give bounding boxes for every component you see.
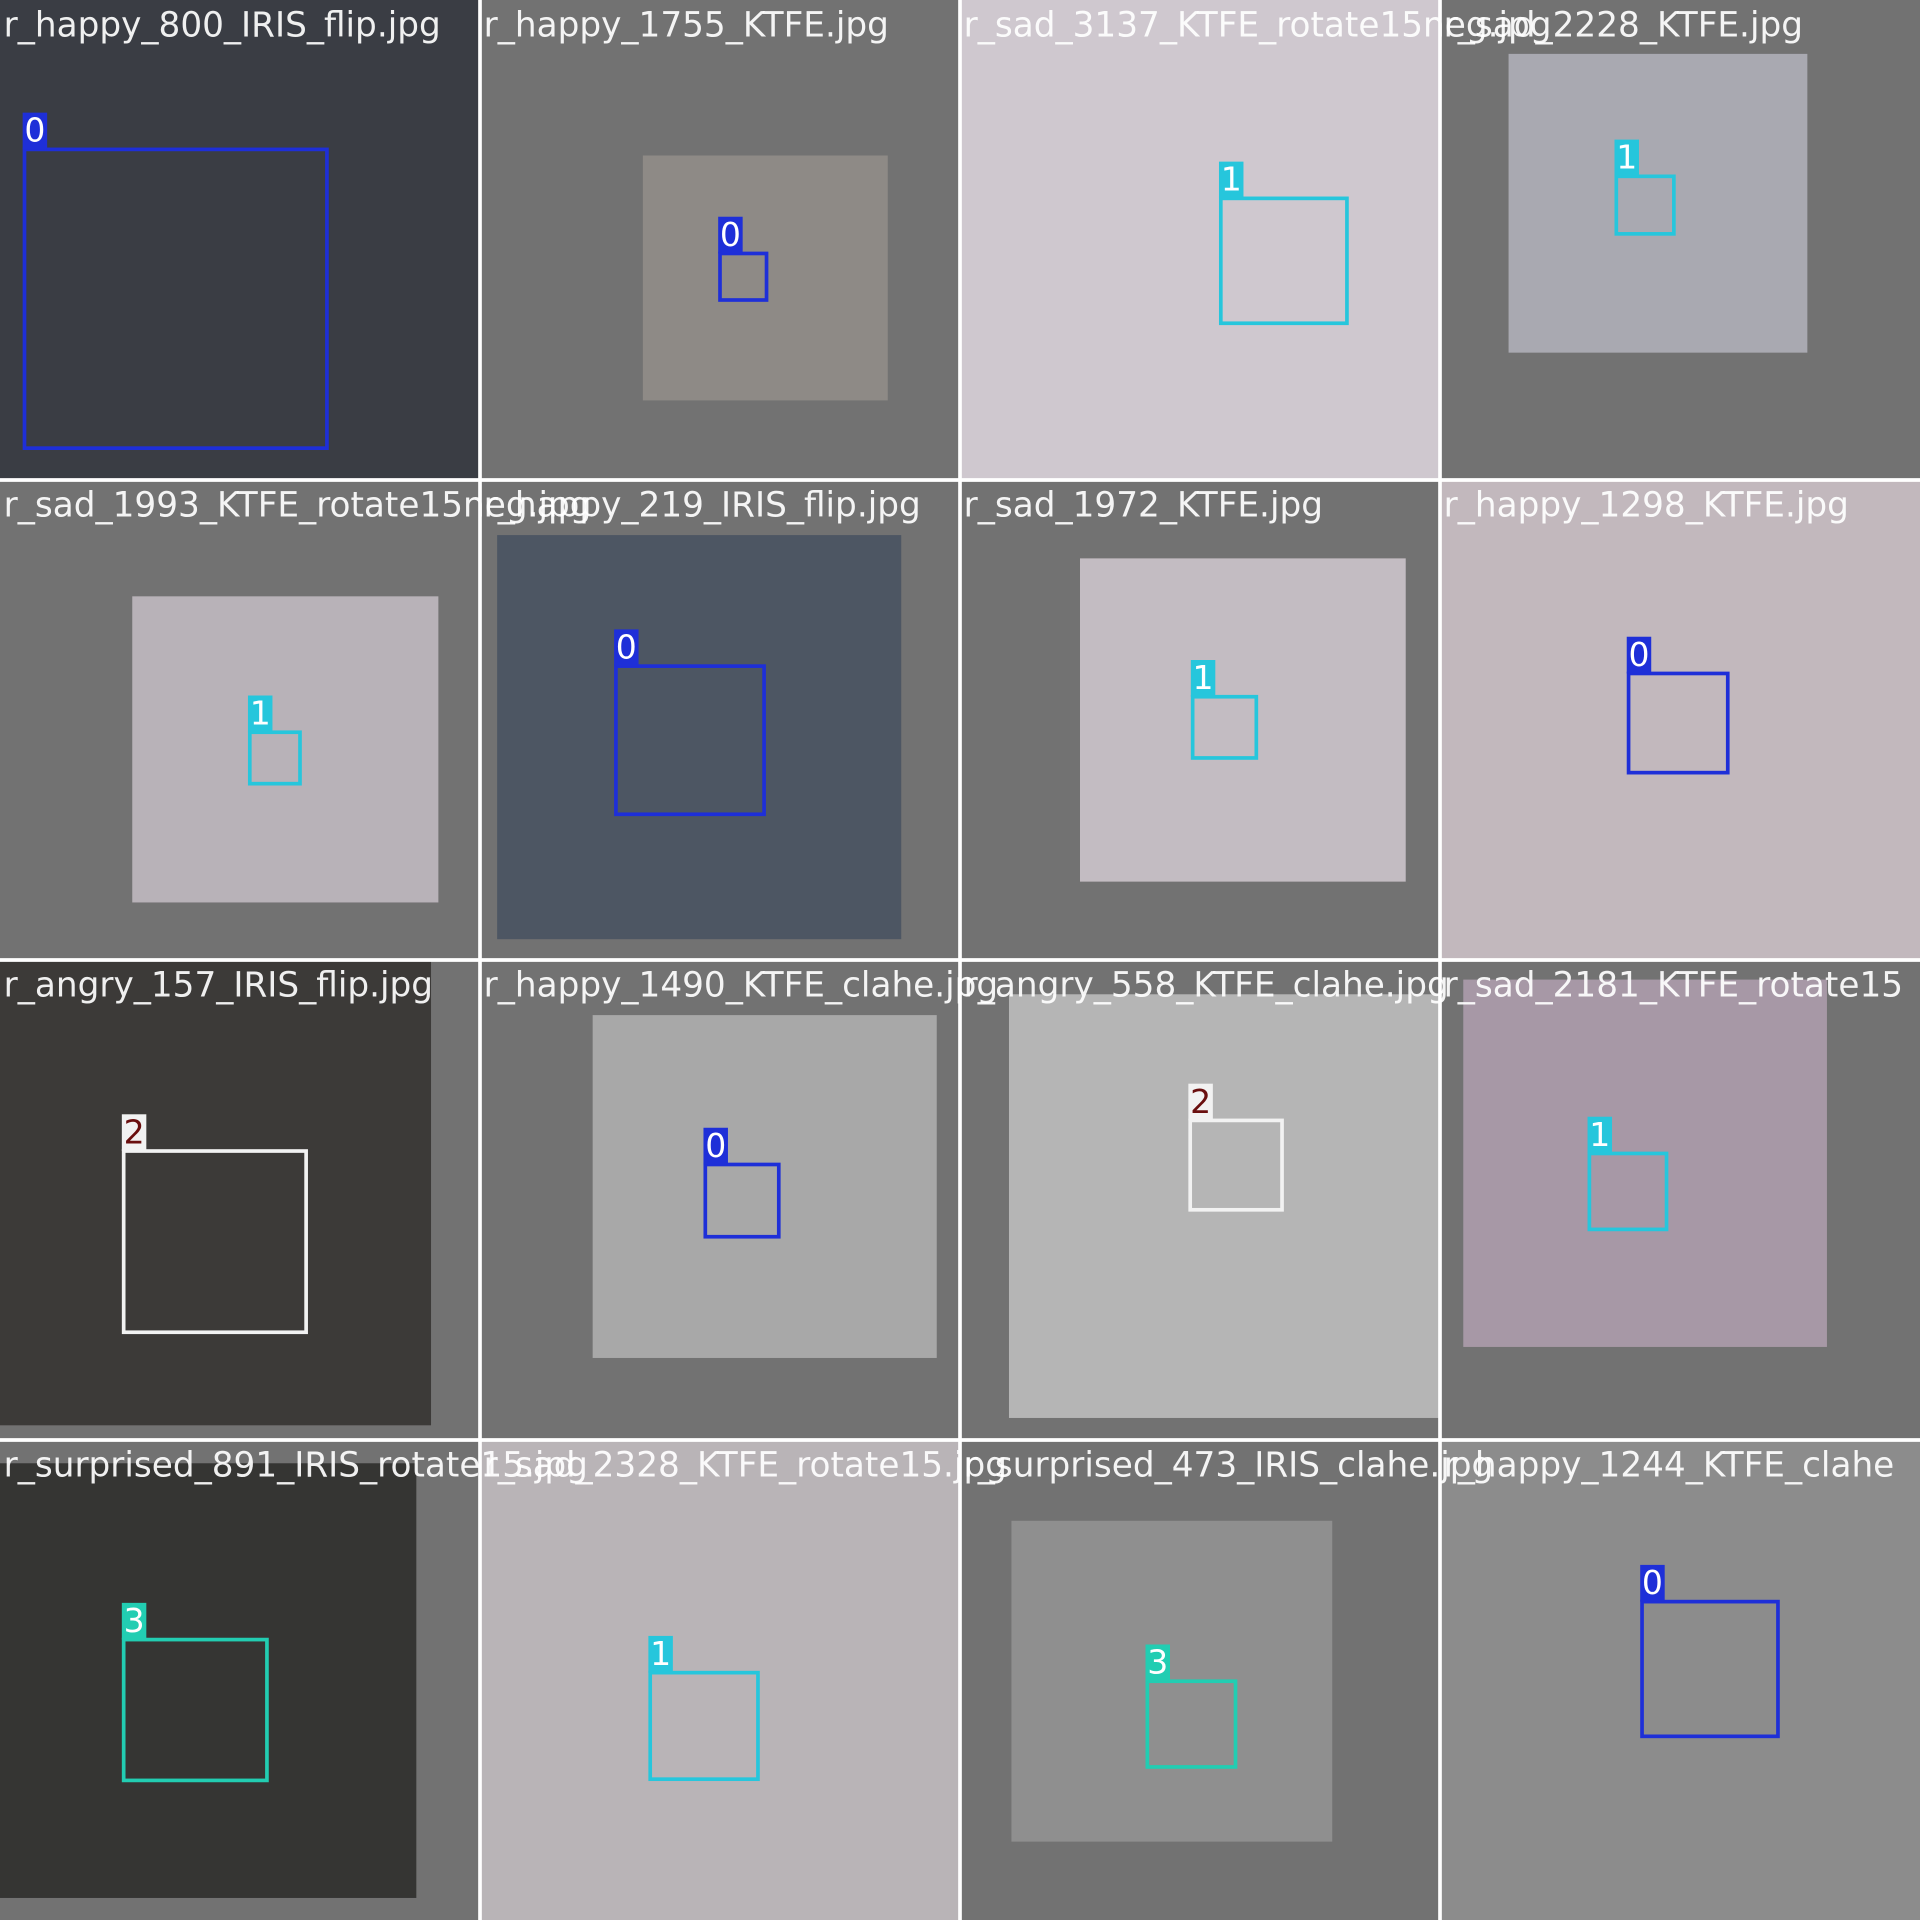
box-label: 0 — [24, 111, 45, 150]
tile-image — [1080, 558, 1406, 882]
box-label-bg — [22, 112, 48, 150]
bounding-box — [1190, 694, 1259, 760]
box-label-bg — [1640, 1564, 1665, 1602]
bounding-box — [1218, 196, 1349, 326]
bounding-box — [1145, 1679, 1238, 1769]
box-label-bg — [1218, 161, 1244, 199]
filename: r_surprised_891_IRIS_rotate15.jpg — [4, 1445, 588, 1485]
bounding-box — [1626, 671, 1730, 775]
box-label: 1 — [1193, 658, 1214, 697]
filename: r_sad_3137_KTFE_rotate15neg.jpg — [964, 5, 1552, 45]
box-label-bg — [648, 1635, 673, 1673]
bounding-box — [1587, 1151, 1669, 1232]
filename: r_sad_1993_KTFE_rotate15neg.jpg — [4, 485, 592, 525]
tile-image — [0, 0, 480, 480]
box-label-bg — [1626, 636, 1652, 674]
filename: r_sad_1972_KTFE.jpg — [964, 485, 1323, 525]
filename: r_angry_558_KTFE_clahe.jpg — [964, 965, 1449, 1005]
bounding-box — [247, 730, 302, 786]
box-label: 3 — [124, 1601, 145, 1640]
bounding-box — [22, 147, 329, 450]
filename: r_sad_2228_KTFE.jpg — [1444, 5, 1803, 45]
tile-image — [1508, 53, 1808, 353]
box-label-bg — [718, 216, 743, 254]
box-label: 1 — [1616, 138, 1637, 177]
bounding-box — [648, 1670, 760, 1782]
tile-image — [1440, 1440, 1920, 1920]
bounding-box — [703, 1162, 781, 1239]
box-label: 2 — [124, 1112, 145, 1151]
box-label-bg — [121, 1114, 147, 1152]
box-label: 2 — [1190, 1082, 1211, 1121]
filename: r_sad_2181_KTFE_rotate15 — [1444, 965, 1903, 1005]
tile-image — [480, 1440, 960, 1920]
box-label: 3 — [1147, 1643, 1168, 1682]
box-label: 1 — [1589, 1115, 1610, 1154]
bounding-box — [718, 251, 769, 302]
bounding-box — [614, 664, 766, 817]
box-label-bg — [703, 1127, 728, 1165]
box-label-bg — [614, 629, 639, 667]
box-label: 1 — [650, 1634, 671, 1673]
box-label-bg — [1614, 139, 1639, 177]
tile-image — [497, 535, 902, 940]
tile-image — [0, 960, 432, 1426]
box-label: 0 — [705, 1126, 726, 1165]
bounding-box — [121, 1637, 269, 1783]
tile-image — [0, 1463, 417, 1898]
box-label-bg — [1188, 1083, 1213, 1121]
filename: r_happy_1490_KTFE_clahe.jpg — [484, 965, 999, 1005]
tile-image — [592, 1015, 937, 1358]
tile-image — [1440, 480, 1920, 960]
filename: r_happy_219_IRIS_flip.jpg — [484, 485, 921, 525]
filename: r_sad_2328_KTFE_rotate15.jpg — [484, 1445, 1007, 1485]
bounding-box — [121, 1149, 308, 1335]
tile-image — [132, 596, 439, 903]
filename: r_happy_1298_KTFE.jpg — [1444, 485, 1849, 525]
bounding-box — [1614, 174, 1676, 236]
filename: r_happy_1755_KTFE.jpg — [484, 5, 889, 45]
box-label: 0 — [1642, 1563, 1663, 1602]
box-label: 0 — [720, 215, 741, 254]
bounding-box — [1188, 1118, 1284, 1212]
filename: r_surprised_473_IRIS_clahe.jpg — [964, 1445, 1494, 1485]
box-label-bg — [247, 695, 273, 733]
box-label: 0 — [1628, 635, 1649, 674]
tile-image — [960, 0, 1440, 480]
tile-image — [1463, 979, 1827, 1347]
box-label-bg — [1587, 1116, 1613, 1154]
box-label: 1 — [250, 694, 271, 733]
box-label-bg — [1145, 1644, 1170, 1682]
filename: r_angry_157_IRIS_flip.jpg — [4, 965, 433, 1005]
filename: r_happy_1244_KTFE_clahe — [1444, 1445, 1895, 1485]
filename: r_happy_800_IRIS_flip.jpg — [4, 5, 441, 45]
box-label: 1 — [1221, 160, 1242, 199]
bounding-box — [1640, 1599, 1780, 1739]
box-label-bg — [121, 1602, 147, 1640]
tile-image — [1008, 994, 1439, 1418]
box-label: 0 — [616, 627, 637, 666]
box-label-bg — [1190, 660, 1216, 697]
